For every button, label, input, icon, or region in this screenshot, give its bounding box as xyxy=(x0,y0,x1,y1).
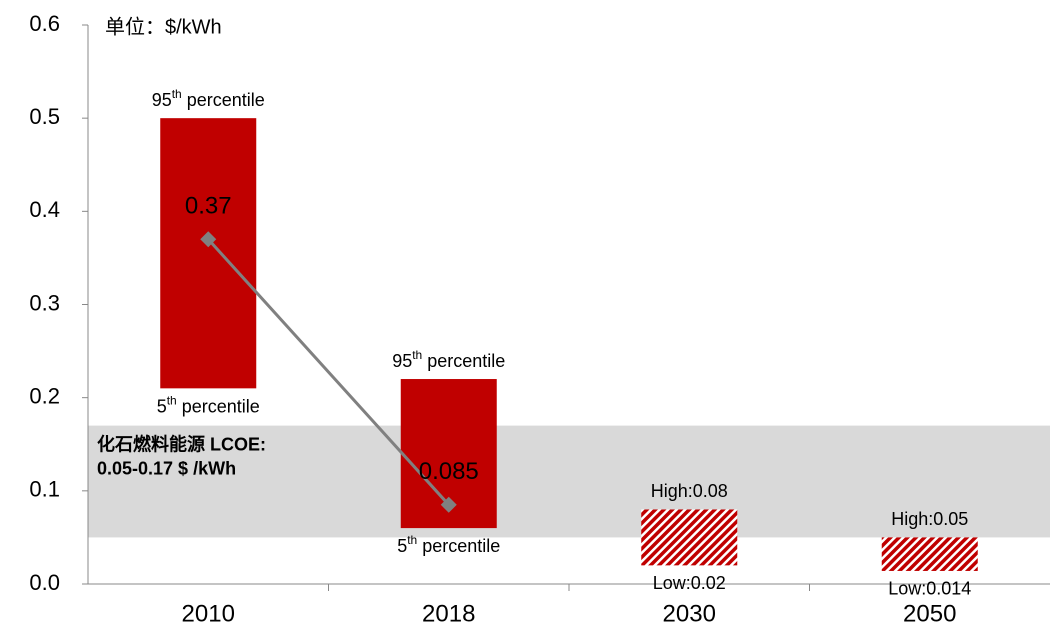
mean-marker xyxy=(200,231,217,248)
mean-label: 0.085 xyxy=(419,458,479,485)
high-label: 95th percentile xyxy=(392,348,505,371)
x-tick-label: 2018 xyxy=(422,600,475,627)
range-bar xyxy=(641,509,738,566)
low-label: 5th percentile xyxy=(157,394,260,417)
mean-marker xyxy=(440,496,457,513)
label-part: th xyxy=(172,87,182,101)
y-tick-label: 0.6 xyxy=(29,11,60,36)
x-tick-label: 2050 xyxy=(903,600,956,627)
high-label: High:0.08 xyxy=(651,481,728,501)
unit-label: 单位：$/kWh xyxy=(105,15,222,38)
high-label: High:0.05 xyxy=(891,509,968,529)
label-part: 5 xyxy=(157,396,167,416)
mean-label: 0.37 xyxy=(185,193,232,220)
high-label: 95th percentile xyxy=(152,87,265,110)
label-part: 95 xyxy=(152,90,172,110)
label-part: th xyxy=(167,394,177,408)
mean-line xyxy=(207,238,450,506)
label-part: 95 xyxy=(392,351,412,371)
label-part: percentile xyxy=(182,90,265,110)
label-part: th xyxy=(407,533,417,547)
label-part: 5 xyxy=(397,536,407,556)
label-part: percentile xyxy=(417,536,500,556)
fossil-band xyxy=(88,425,1050,538)
low-label: Low:0.014 xyxy=(888,579,971,599)
y-tick-label: 0.4 xyxy=(29,197,60,222)
y-tick-label: 0.5 xyxy=(29,104,60,129)
x-tick-label: 2030 xyxy=(663,600,716,627)
label-part: percentile xyxy=(422,351,505,371)
range-bar xyxy=(881,537,978,571)
label-part: percentile xyxy=(177,396,260,416)
x-tick-label: 2010 xyxy=(182,600,235,627)
low-label: Low:0.02 xyxy=(653,573,726,593)
label-part: th xyxy=(412,348,422,362)
band-label: 化石燃料能源 LCOE: xyxy=(97,433,266,454)
range-bar xyxy=(160,118,257,389)
y-tick-label: 0.1 xyxy=(29,477,60,502)
low-label: 5th percentile xyxy=(397,533,500,556)
y-tick-label: 0.3 xyxy=(29,290,60,315)
y-tick-label: 0.2 xyxy=(29,383,60,408)
y-tick-label: 0.0 xyxy=(29,570,60,595)
band-label: 0.05-0.17 $ /kWh xyxy=(97,458,236,478)
